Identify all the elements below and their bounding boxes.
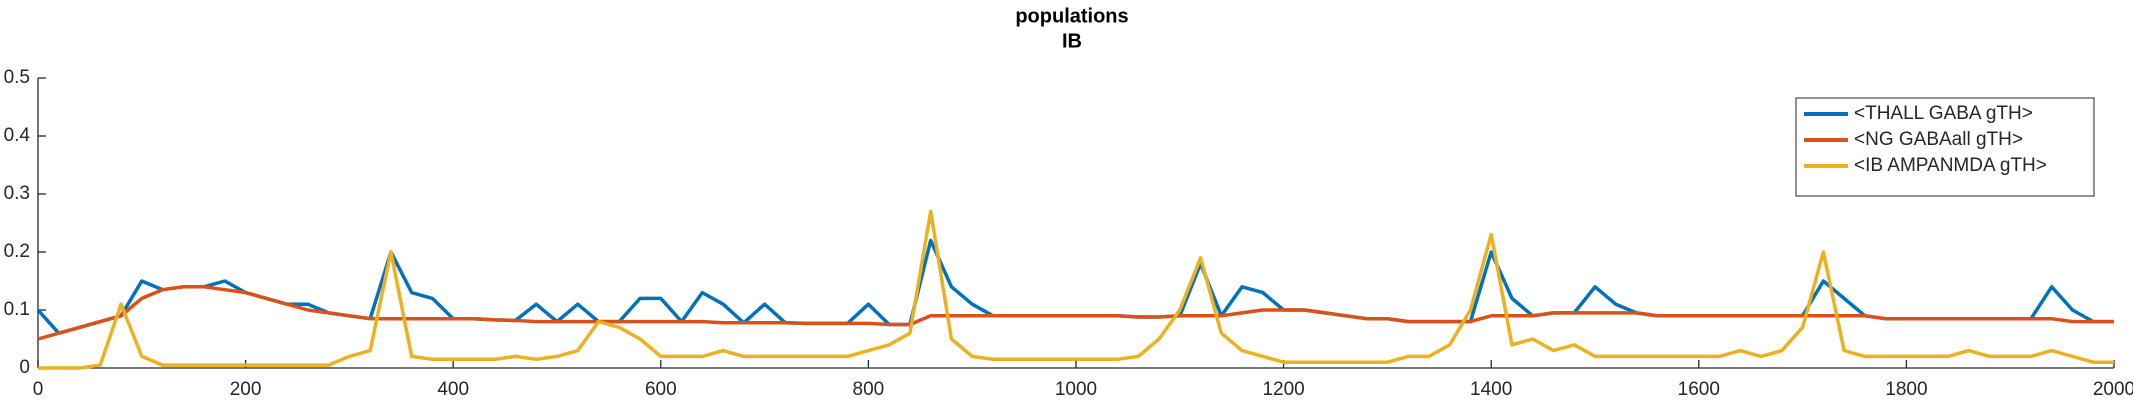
x-tick-label: 400 bbox=[437, 379, 469, 400]
y-tick-label: 0.1 bbox=[4, 299, 30, 320]
x-tick-label: 1400 bbox=[1470, 379, 1512, 400]
legend-label: <IB AMPANMDA gTH> bbox=[1854, 155, 2047, 176]
x-tick-label: 600 bbox=[645, 379, 677, 400]
x-tick-label: 0 bbox=[33, 379, 44, 400]
x-tick-label: 2000 bbox=[2093, 379, 2133, 400]
series-line bbox=[36, 238, 2114, 335]
y-tick-label: 0 bbox=[19, 357, 30, 378]
y-tick-label: 0.3 bbox=[4, 183, 30, 204]
legend-label: <NG GABAall gTH> bbox=[1854, 129, 2023, 150]
x-tick-label: 1800 bbox=[1885, 379, 1927, 400]
y-tick-label: 0.5 bbox=[4, 67, 30, 88]
series-line bbox=[38, 209, 2114, 370]
legend-label: <THALL GABA gTH> bbox=[1854, 103, 2033, 124]
x-tick-label: 800 bbox=[853, 379, 885, 400]
x-tick-label: 1000 bbox=[1055, 379, 1097, 400]
chart-title: populations bbox=[1015, 5, 1128, 27]
x-tick-label: 200 bbox=[230, 379, 262, 400]
series-line bbox=[37, 285, 2114, 341]
chart-subtitle: IB bbox=[1062, 30, 1082, 52]
x-tick-label: 1200 bbox=[1262, 379, 1304, 400]
y-tick-label: 0.4 bbox=[4, 125, 31, 146]
y-tick-label: 0.2 bbox=[4, 241, 30, 262]
x-tick-label: 1600 bbox=[1678, 379, 1720, 400]
